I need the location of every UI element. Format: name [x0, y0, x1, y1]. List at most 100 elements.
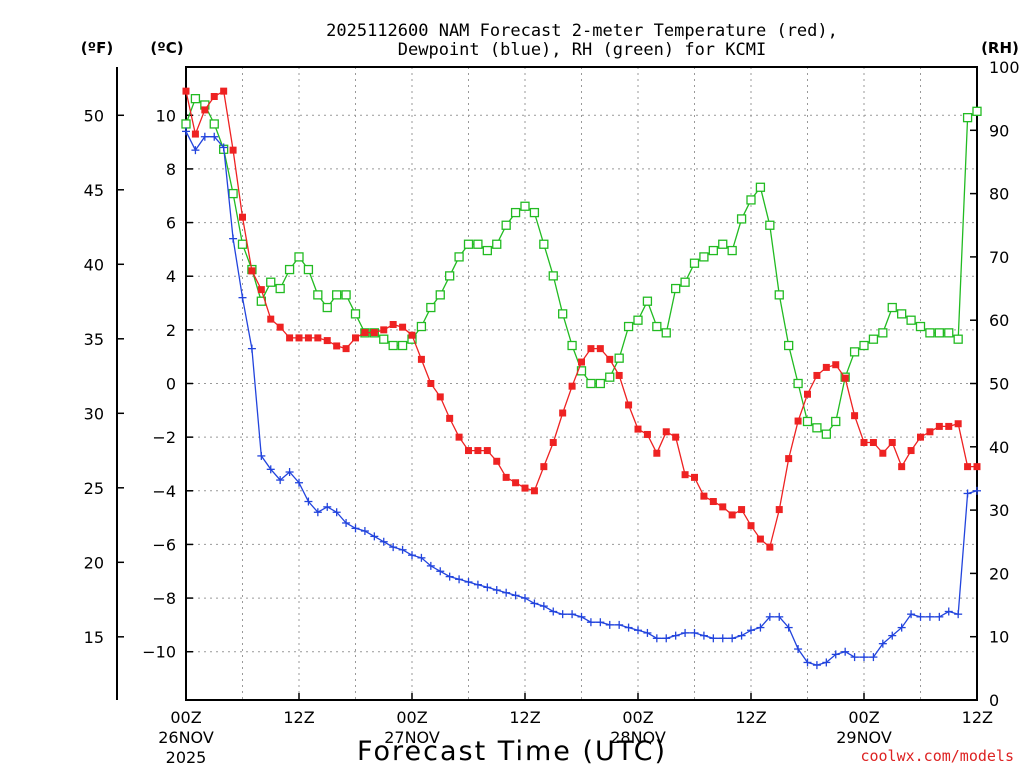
gridlines — [186, 67, 977, 700]
rh-point — [510, 207, 521, 218]
temperature-point — [361, 329, 369, 337]
temperature-point — [314, 334, 322, 342]
dewpoint-point — [916, 612, 925, 621]
fahrenheit-tick-label: 45 — [84, 181, 104, 200]
celsius-tick-label: 8 — [166, 160, 176, 179]
rh-point — [812, 423, 822, 433]
rh-point — [463, 239, 474, 249]
rh-point — [350, 309, 361, 319]
rh-point — [652, 321, 662, 332]
rh-point — [332, 290, 342, 300]
temperature-point — [295, 334, 303, 342]
temperature-point — [766, 543, 774, 551]
rh-point — [181, 119, 191, 129]
dewpoint-point — [888, 631, 897, 640]
temperature-point — [333, 342, 341, 350]
rh-point — [397, 340, 408, 351]
temperature-point — [578, 358, 585, 366]
x-tick-label: 12Z — [283, 708, 314, 727]
rh-point — [671, 283, 681, 294]
dewpoint-point — [624, 623, 633, 632]
rh-tick-label: 80 — [989, 185, 1009, 204]
temperature-point — [954, 420, 962, 428]
celsius-tick-label: −8 — [152, 589, 176, 608]
temperature-point — [182, 87, 190, 95]
dewpoint-point — [558, 610, 567, 619]
temperature-point — [427, 380, 435, 387]
dewpoint-point — [408, 551, 416, 560]
dewpoint-point — [200, 132, 209, 141]
temperature-series — [182, 87, 981, 551]
dewpoint-series — [182, 127, 981, 670]
temperature-point — [794, 417, 802, 425]
x-tick-date-label: 28NOV — [610, 728, 666, 747]
dewpoint-point — [831, 650, 840, 659]
temperature-point — [304, 334, 312, 342]
rh-point — [925, 328, 935, 338]
dewpoint-point — [860, 653, 868, 662]
x-axis-label: Forecast Time (UTC) — [357, 736, 667, 767]
rh-point — [586, 378, 596, 389]
dewpoint-point — [784, 623, 793, 632]
temperature-point — [408, 331, 416, 339]
dewpoint-point — [709, 634, 718, 643]
dewpoint-point — [775, 612, 784, 621]
dewpoint-point — [925, 612, 934, 621]
temperature-point — [813, 371, 821, 379]
dewpoint-point — [737, 631, 746, 640]
dewpoint-point — [907, 610, 916, 619]
rh-point — [435, 290, 445, 300]
temperature-point — [775, 506, 783, 514]
rh-point — [887, 302, 897, 313]
temperature-point — [625, 401, 633, 409]
temperature-point — [493, 457, 501, 465]
rh-point — [322, 302, 332, 313]
temperature-point — [229, 146, 237, 154]
dewpoint-point — [605, 620, 614, 629]
rh-point — [284, 264, 295, 275]
rh-point — [718, 239, 728, 249]
temperature-point — [634, 425, 642, 433]
dewpoint-point — [247, 344, 256, 353]
dewpoint-point — [662, 634, 671, 643]
dewpoint-point — [304, 497, 313, 506]
rh-point — [859, 340, 869, 351]
dewpoint-point — [681, 628, 690, 637]
rh-point — [548, 271, 558, 281]
dewpoint-point — [615, 620, 624, 629]
temperature-point — [917, 433, 924, 441]
rh-point — [642, 296, 653, 306]
temperature-point — [257, 286, 265, 294]
fahrenheit-tick-label: 40 — [84, 255, 104, 274]
rh-point — [878, 328, 888, 338]
rh-tick-label: 10 — [989, 628, 1009, 647]
temperature-point — [239, 213, 246, 221]
temperature-point — [455, 433, 463, 441]
dewpoint-point — [954, 610, 963, 619]
rh-point — [529, 207, 540, 218]
temperature-point — [945, 422, 953, 430]
dewpoint-point — [464, 577, 473, 586]
watermark: coolwx.com/models — [860, 747, 1014, 765]
fahrenheit-tick-label: 35 — [84, 330, 104, 349]
dewpoint-point — [728, 634, 737, 643]
temperature-point — [907, 447, 915, 455]
x-tick-year-label: 2025 — [166, 748, 207, 767]
dewpoint-point — [426, 561, 435, 570]
temperature-point — [691, 473, 698, 481]
temperature-point — [719, 503, 727, 511]
temperature-point — [210, 93, 218, 101]
x-tick-label: 00Z — [848, 708, 879, 727]
temperature-point — [436, 393, 444, 401]
dewpoint-point — [455, 575, 464, 584]
rh-point — [962, 112, 973, 123]
dewpoint-point — [596, 618, 605, 627]
rh-point — [303, 264, 314, 275]
celsius-tick-label: 10 — [156, 106, 176, 125]
temperature-point — [832, 361, 840, 369]
rh-tick-label: 20 — [989, 564, 1009, 583]
temperature-point — [559, 409, 567, 417]
rh-point — [972, 106, 982, 116]
rh-point — [699, 252, 709, 262]
rh-point — [736, 214, 747, 224]
